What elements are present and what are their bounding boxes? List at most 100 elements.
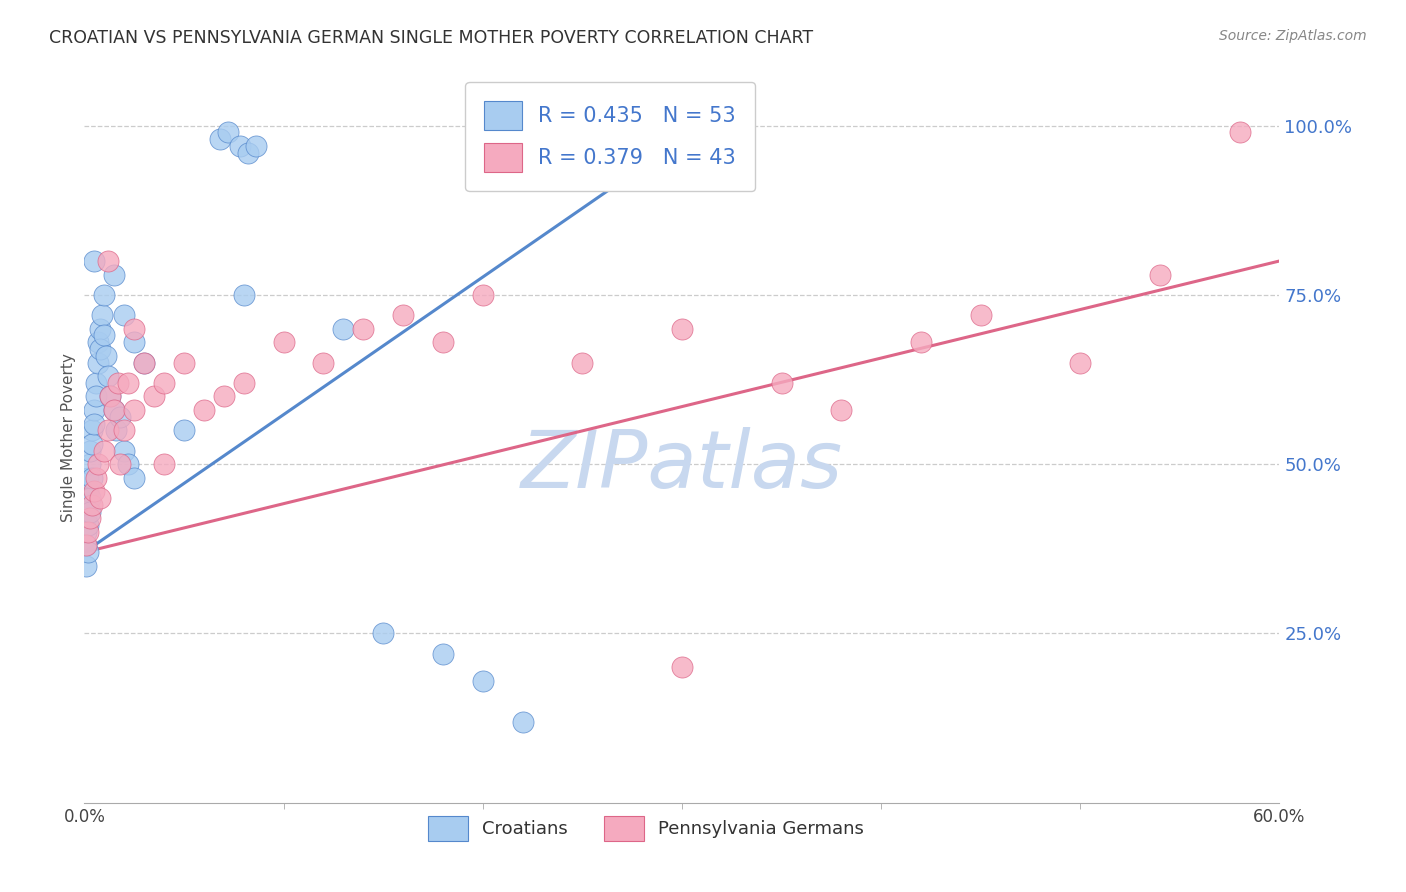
Point	[82, 498, 104, 512]
Point	[77, 545, 100, 559]
Point	[93, 288, 115, 302]
Point	[93, 443, 115, 458]
Point	[93, 328, 115, 343]
Point	[117, 376, 139, 390]
Point	[245, 139, 267, 153]
Point	[217, 125, 239, 139]
Point	[83, 417, 105, 431]
Point	[312, 355, 335, 369]
Point	[107, 376, 129, 390]
Point	[86, 471, 108, 485]
Point	[77, 471, 100, 485]
Point	[1229, 125, 1251, 139]
Point	[75, 538, 97, 552]
Point	[77, 518, 100, 533]
Point	[89, 491, 111, 505]
Text: Source: ZipAtlas.com: Source: ZipAtlas.com	[1219, 29, 1367, 43]
Point	[232, 288, 254, 302]
Point	[671, 322, 693, 336]
Point	[432, 647, 454, 661]
Point	[103, 403, 125, 417]
Y-axis label: Single Mother Poverty: Single Mother Poverty	[60, 352, 76, 522]
Point	[82, 423, 104, 437]
Point	[112, 308, 135, 322]
Point	[98, 389, 121, 403]
Point	[79, 457, 101, 471]
Point	[236, 145, 259, 160]
Point	[173, 355, 195, 369]
Point	[571, 355, 593, 369]
Point	[97, 369, 120, 384]
Point	[110, 457, 132, 471]
Legend: Croatians, Pennsylvania Germans: Croatians, Pennsylvania Germans	[420, 809, 872, 848]
Point	[83, 254, 105, 268]
Point	[103, 268, 125, 282]
Point	[273, 335, 295, 350]
Point	[112, 443, 135, 458]
Point	[1069, 355, 1091, 369]
Point	[132, 355, 156, 369]
Point	[79, 443, 101, 458]
Point	[512, 714, 534, 729]
Point	[471, 288, 494, 302]
Point	[970, 308, 993, 322]
Point	[77, 498, 100, 512]
Point	[122, 471, 145, 485]
Point	[91, 308, 114, 322]
Point	[110, 409, 132, 424]
Point	[671, 660, 693, 674]
Point	[212, 389, 235, 403]
Point	[75, 558, 97, 573]
Point	[471, 673, 494, 688]
Point	[112, 423, 135, 437]
Point	[97, 423, 120, 437]
Point	[332, 322, 354, 336]
Point	[232, 376, 254, 390]
Point	[87, 335, 110, 350]
Point	[392, 308, 415, 322]
Point	[352, 322, 374, 336]
Point	[98, 389, 121, 403]
Point	[830, 403, 852, 417]
Point	[229, 139, 252, 153]
Point	[432, 335, 454, 350]
Point	[1149, 268, 1171, 282]
Point	[143, 389, 166, 403]
Point	[83, 484, 105, 499]
Point	[770, 376, 793, 390]
Point	[173, 423, 195, 437]
Point	[153, 457, 176, 471]
Point	[86, 376, 108, 390]
Point	[82, 471, 104, 485]
Point	[77, 484, 100, 499]
Point	[75, 538, 97, 552]
Point	[87, 355, 110, 369]
Point	[79, 491, 101, 505]
Point	[122, 322, 145, 336]
Point	[75, 524, 97, 539]
Point	[122, 403, 145, 417]
Point	[117, 457, 139, 471]
Point	[82, 437, 104, 451]
Point	[910, 335, 932, 350]
Point	[208, 132, 231, 146]
Point	[153, 376, 176, 390]
Point	[373, 626, 395, 640]
Point	[122, 335, 145, 350]
Point	[89, 322, 111, 336]
Point	[105, 423, 128, 437]
Point	[86, 389, 108, 403]
Point	[97, 254, 120, 268]
Point	[87, 457, 110, 471]
Point	[83, 403, 105, 417]
Text: CROATIAN VS PENNSYLVANIA GERMAN SINGLE MOTHER POVERTY CORRELATION CHART: CROATIAN VS PENNSYLVANIA GERMAN SINGLE M…	[49, 29, 813, 46]
Point	[193, 403, 215, 417]
Point	[89, 342, 111, 356]
Point	[77, 524, 100, 539]
Point	[103, 403, 125, 417]
Point	[79, 511, 101, 525]
Point	[96, 349, 118, 363]
Point	[132, 355, 156, 369]
Point	[75, 511, 97, 525]
Point	[79, 505, 101, 519]
